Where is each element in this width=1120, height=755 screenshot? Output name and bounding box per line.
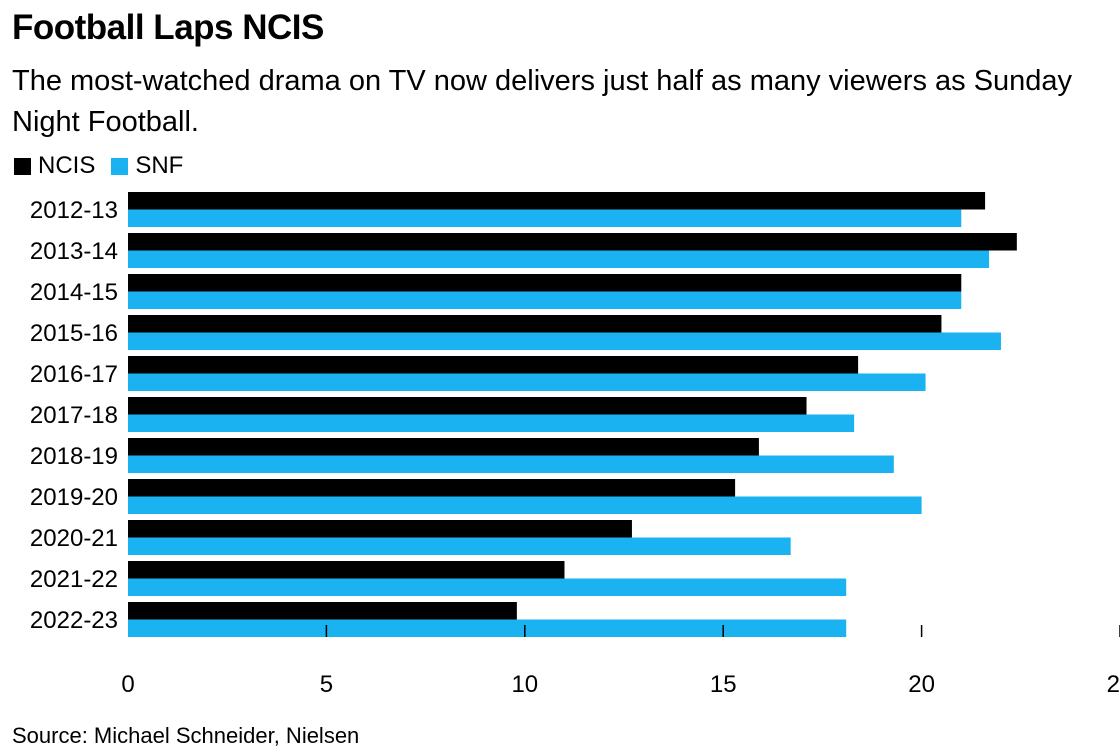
bar-ncis-2013-14 <box>128 233 1017 251</box>
bar-ncis-2015-16 <box>128 315 942 333</box>
x-tick-label-15: 15 <box>710 671 737 698</box>
category-label-2019-20: 2019-20 <box>30 484 118 511</box>
category-label-2012-13: 2012-13 <box>30 197 118 224</box>
bar-ncis-2014-15 <box>128 274 962 292</box>
category-label-2020-21: 2020-21 <box>30 525 118 552</box>
category-label-2018-19: 2018-19 <box>30 443 118 470</box>
category-label-2015-16: 2015-16 <box>30 320 118 347</box>
x-tick-label-5: 5 <box>320 671 333 698</box>
x-tick-label-25: 25 <box>1107 671 1120 698</box>
legend-label-ncis: NCIS <box>38 152 96 179</box>
bar-ncis-2022-23 <box>128 602 517 620</box>
bar-snf-2015-16 <box>128 332 1001 350</box>
bar-ncis-2018-19 <box>128 438 759 456</box>
category-label-2014-15: 2014-15 <box>30 279 118 306</box>
x-tick-label-0: 0 <box>121 671 134 698</box>
bar-snf-2020-21 <box>128 537 791 555</box>
bar-snf-2014-15 <box>128 291 962 309</box>
bar-snf-2022-23 <box>128 619 847 637</box>
legend-item-ncis: NCIS <box>14 152 95 180</box>
category-label-2022-23: 2022-23 <box>30 607 118 634</box>
legend-label-snf: SNF <box>135 152 184 179</box>
x-tick-label-20: 20 <box>908 671 935 698</box>
category-label-2013-14: 2013-14 <box>30 238 118 265</box>
bar-snf-2013-14 <box>128 250 990 268</box>
chart-subtitle: The most-watched drama on TV now deliver… <box>12 65 1073 138</box>
x-tick-label-10: 10 <box>511 671 538 698</box>
legend-swatch-snf <box>111 157 129 175</box>
bar-ncis-2017-18 <box>128 397 807 415</box>
bar-ncis-2021-22 <box>128 561 565 579</box>
bar-ncis-2019-20 <box>128 479 736 497</box>
bar-ncis-2020-21 <box>128 520 632 538</box>
bar-snf-2016-17 <box>128 373 926 391</box>
bar-ncis-2012-13 <box>128 192 986 210</box>
legend: NCIS SNF <box>14 152 199 180</box>
bar-snf-2019-20 <box>128 496 922 514</box>
bar-snf-2012-13 <box>128 209 962 227</box>
bar-ncis-2016-17 <box>128 356 859 374</box>
category-label-2016-17: 2016-17 <box>30 361 118 388</box>
category-label-2017-18: 2017-18 <box>30 402 118 429</box>
bar-snf-2017-18 <box>128 414 855 432</box>
source-note: Source: Michael Schneider, Nielsen <box>12 723 360 748</box>
legend-swatch-ncis <box>14 157 31 175</box>
bar-snf-2018-19 <box>128 455 894 473</box>
bar-snf-2021-22 <box>128 578 847 596</box>
category-label-2021-22: 2021-22 <box>30 566 118 593</box>
legend-item-snf: SNF <box>111 152 183 180</box>
chart-title: Football Laps NCIS <box>12 8 324 47</box>
